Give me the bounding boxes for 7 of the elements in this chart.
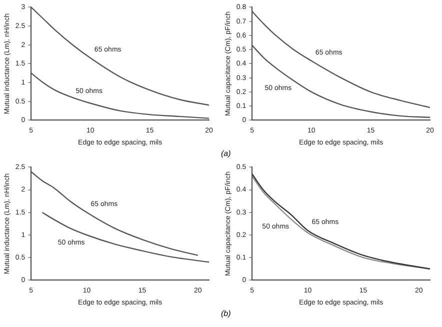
line-series <box>42 212 209 263</box>
line-series <box>252 10 430 108</box>
text: (a) <box>221 149 232 158</box>
line-series <box>31 171 198 256</box>
line-series <box>31 7 209 106</box>
line-series <box>252 44 430 118</box>
text: (b) <box>221 309 232 318</box>
